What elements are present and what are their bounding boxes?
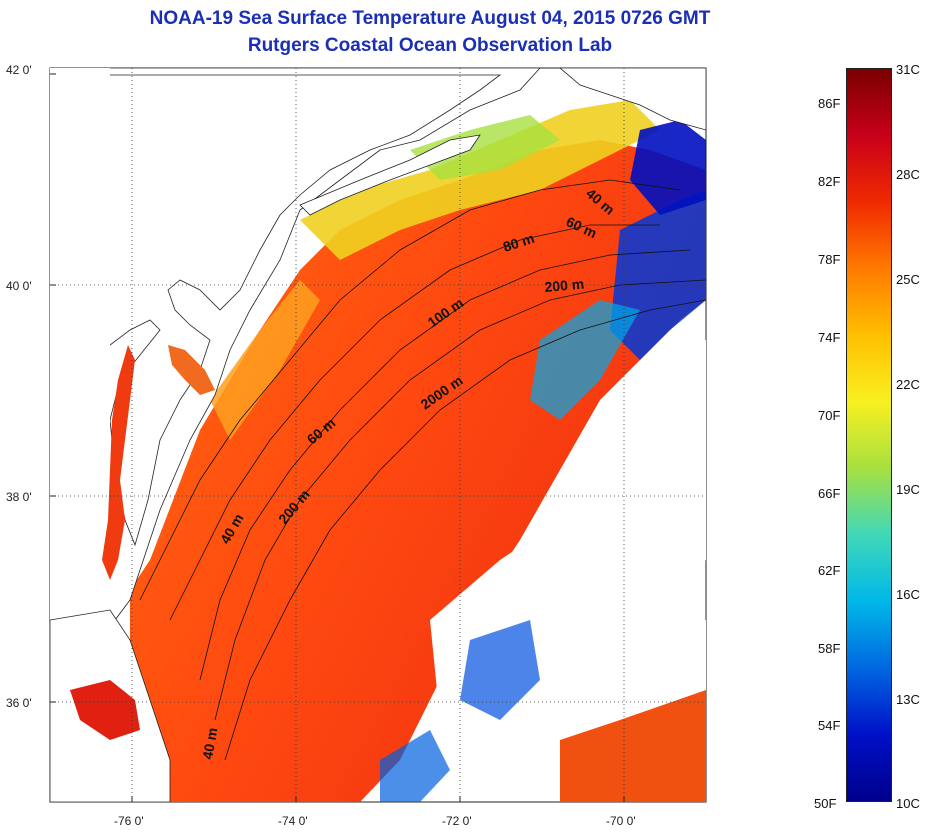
colorbar-c-label: 19C xyxy=(896,482,920,497)
sst-field: 40 m 60 m 80 m 200 m 100 m 2000 m 60 m 2… xyxy=(50,68,706,802)
colorbar-c-label: 13C xyxy=(896,692,920,707)
pamlico-sound xyxy=(70,680,140,740)
colorbar-c-label: 31C xyxy=(896,62,920,77)
cold-region-n xyxy=(630,120,706,215)
lat-tick: 38 0' xyxy=(6,490,32,504)
cloud-area-3 xyxy=(600,620,706,720)
colorbar-c-label: 22C xyxy=(896,377,920,392)
colorbar-f-label: 50F xyxy=(814,796,837,811)
colorbar-f-label: 70F xyxy=(818,408,841,423)
lat-tick: 40 0' xyxy=(6,279,32,293)
lon-tick: -72 0' xyxy=(442,814,472,828)
colorbar-c-label: 25C xyxy=(896,272,920,287)
colorbar-f-label: 86F xyxy=(818,96,841,111)
lon-tick: -74 0' xyxy=(278,814,308,828)
land-ne xyxy=(559,68,706,131)
lat-tick: 36 0' xyxy=(6,696,32,710)
colorbar-f-label: 78F xyxy=(818,252,841,267)
colorbar-f-label: 54F xyxy=(818,718,841,733)
colorbar-f-label: 62F xyxy=(818,563,841,578)
colorbar-c-label: 16C xyxy=(896,587,920,602)
temperature-colorbar xyxy=(846,68,892,802)
cold-patch xyxy=(460,620,540,720)
lon-tick: -70 0' xyxy=(606,814,636,828)
cool-eddy xyxy=(530,300,640,420)
chesapeake-bay xyxy=(102,345,135,580)
shelf-region xyxy=(300,100,660,260)
warm-water-region xyxy=(130,140,706,802)
isobath-80m xyxy=(199,249,691,681)
isobath-200m xyxy=(214,279,706,721)
contour-label: 40 m xyxy=(199,726,220,760)
cloud-area-1 xyxy=(560,340,706,650)
cold-patch-s xyxy=(380,730,450,802)
isobath-2000m xyxy=(224,299,706,761)
colorbar-f-label: 58F xyxy=(818,641,841,656)
axis-ticks xyxy=(50,73,625,802)
warm-region-se xyxy=(560,690,706,802)
map-title: NOAA-19 Sea Surface Temperature August 0… xyxy=(149,8,711,29)
nearshore-band xyxy=(210,280,320,440)
colorbar-c-label: 10C xyxy=(896,796,920,811)
colorbar-f-label: 74F xyxy=(818,330,841,345)
contour-label: 200 m xyxy=(544,276,585,295)
delaware-bay xyxy=(168,345,215,395)
colorbar-c-label: 28C xyxy=(896,167,920,182)
cool-nearshore xyxy=(410,115,560,180)
lon-tick: -76 0' xyxy=(114,814,144,828)
lat-tick: 42 0' xyxy=(6,63,32,77)
colorbar-f-label: 82F xyxy=(818,174,841,189)
isobath-40m xyxy=(139,179,681,601)
graticule xyxy=(50,68,706,802)
map-subtitle: Rutgers Coastal Ocean Observation Lab xyxy=(247,35,613,56)
long-island xyxy=(299,134,481,216)
colorbar-f-label: 66F xyxy=(818,486,841,501)
isobath-60m xyxy=(169,224,660,621)
